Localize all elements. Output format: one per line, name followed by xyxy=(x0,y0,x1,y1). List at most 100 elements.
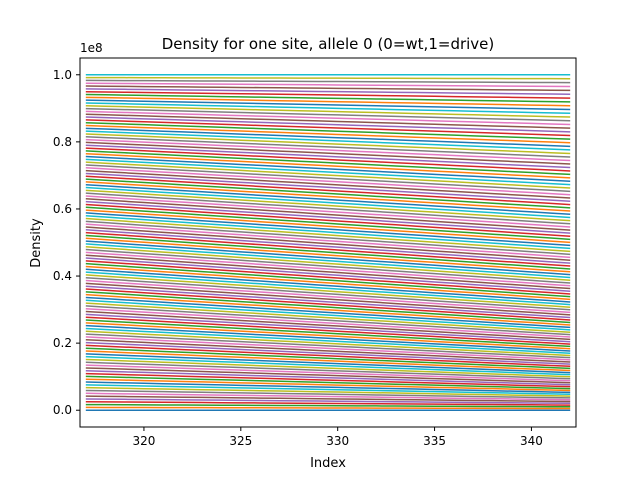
series-line xyxy=(85,355,571,376)
series-line xyxy=(85,386,571,397)
series-line xyxy=(85,378,571,392)
series-line xyxy=(85,384,571,395)
chart-title: Density for one site, allele 0 (0=wt,1=d… xyxy=(162,35,495,53)
series-line xyxy=(85,124,571,144)
series-line xyxy=(85,150,571,176)
series-line xyxy=(85,308,571,338)
series-line xyxy=(85,175,571,206)
series-line xyxy=(85,305,571,336)
series-line xyxy=(85,127,571,148)
series-line xyxy=(85,339,571,363)
series-line xyxy=(85,90,571,99)
series-line xyxy=(85,76,571,80)
y-tick-label: 1.0 xyxy=(53,68,72,82)
series-line xyxy=(85,240,571,276)
x-tick-label: 330 xyxy=(326,434,349,448)
series-line xyxy=(85,167,571,196)
series-line xyxy=(85,353,571,374)
series-line xyxy=(85,381,571,394)
series-line xyxy=(85,220,571,256)
series-line xyxy=(85,181,571,212)
series-line xyxy=(85,243,571,279)
plot-lines xyxy=(85,74,571,411)
series-line xyxy=(85,200,571,234)
series-line xyxy=(85,322,571,350)
series-line xyxy=(85,107,571,122)
series-line xyxy=(85,268,571,303)
series-line xyxy=(85,299,571,331)
series-line xyxy=(85,260,571,295)
series-line xyxy=(85,172,571,203)
series-line xyxy=(85,93,571,103)
series-line xyxy=(85,336,571,361)
series-line xyxy=(85,361,571,380)
series-line xyxy=(85,138,571,162)
y-tick-label: 0.2 xyxy=(53,336,72,350)
y-tick-label: 0.0 xyxy=(53,403,72,417)
series-line xyxy=(85,276,571,311)
series-line xyxy=(85,262,571,298)
series-line xyxy=(85,288,571,321)
series-line xyxy=(85,274,571,308)
series-line xyxy=(85,291,571,324)
series-line xyxy=(85,293,571,326)
series-line xyxy=(85,245,571,281)
series-line xyxy=(85,192,571,225)
series-line xyxy=(85,395,571,403)
y-tick-label: 0.4 xyxy=(53,269,72,283)
series-line xyxy=(85,296,571,329)
x-tick-label: 325 xyxy=(229,434,252,448)
series-line xyxy=(85,285,571,319)
series-line xyxy=(85,169,571,199)
series-line xyxy=(85,206,571,241)
series-line xyxy=(85,155,571,182)
series-line xyxy=(85,344,571,368)
y-axis: 0.0 0.2 0.4 0.6 0.8 1.0 xyxy=(53,68,80,417)
series-line xyxy=(85,119,571,137)
series-line xyxy=(85,302,571,334)
series-line xyxy=(85,223,571,259)
series-line xyxy=(85,121,571,140)
series-line xyxy=(85,116,571,133)
series-line xyxy=(85,189,571,222)
series-line xyxy=(85,341,571,365)
series-line xyxy=(85,130,571,151)
series-line xyxy=(85,392,571,401)
series-line xyxy=(85,398,571,405)
series-line xyxy=(85,257,571,293)
series-line xyxy=(85,372,571,388)
series-line xyxy=(85,144,571,169)
y-tick-label: 0.8 xyxy=(53,135,72,149)
series-line xyxy=(85,209,571,244)
series-line xyxy=(85,364,571,382)
series-line xyxy=(85,183,571,216)
y-offset-label: 1e8 xyxy=(80,41,103,55)
series-line xyxy=(85,186,571,219)
series-line xyxy=(85,237,571,273)
series-line xyxy=(85,158,571,186)
series-line xyxy=(85,79,571,84)
y-tick-label: 0.6 xyxy=(53,202,72,216)
series-line xyxy=(85,217,571,253)
series-line xyxy=(85,234,571,270)
series-line xyxy=(85,212,571,247)
series-line xyxy=(85,113,571,129)
series-line xyxy=(85,133,571,155)
series-line xyxy=(85,271,571,306)
series-line xyxy=(85,88,571,96)
series-line xyxy=(85,319,571,348)
series-line xyxy=(85,161,571,189)
series-line xyxy=(85,406,571,410)
series-line xyxy=(85,96,571,107)
x-tick-label: 335 xyxy=(423,434,446,448)
series-line xyxy=(85,330,571,357)
series-line xyxy=(85,203,571,238)
series-line xyxy=(85,178,571,209)
series-line xyxy=(85,231,571,267)
series-line xyxy=(85,99,571,111)
series-line xyxy=(85,316,571,345)
series-line xyxy=(85,141,571,165)
series-line xyxy=(85,164,571,193)
series-line xyxy=(85,358,571,378)
